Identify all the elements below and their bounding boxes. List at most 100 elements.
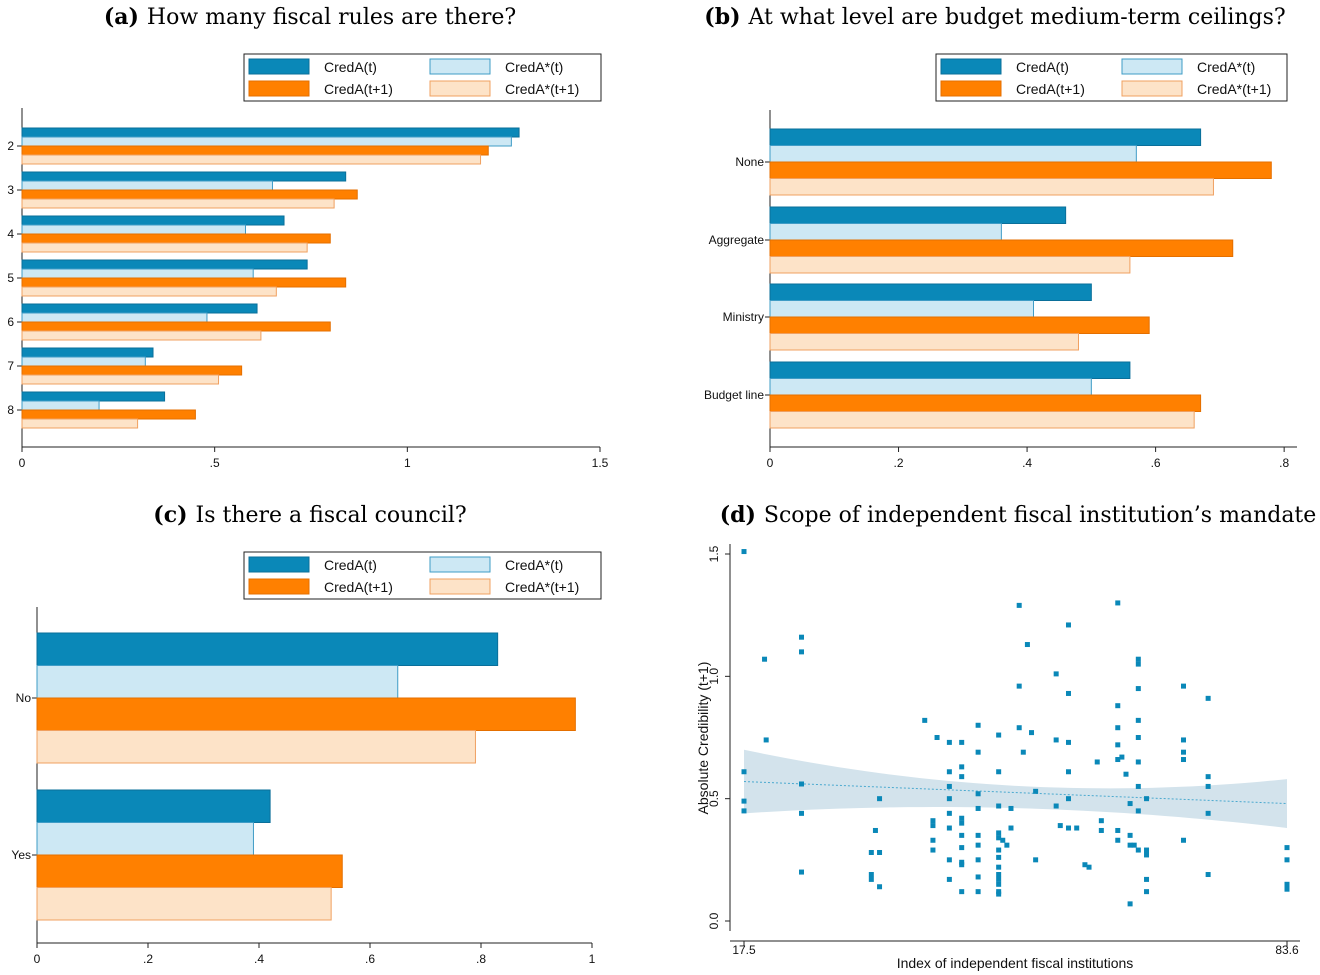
scatter-point: [1205, 872, 1211, 878]
scatter-point: [946, 810, 952, 816]
legend: CredA(t) CredA*(t) CredA(t+1) CredA*(t+1): [935, 53, 1288, 102]
bar-3-3: [21, 189, 358, 200]
x-tick-label: .6: [365, 952, 375, 966]
panel-caption: (a) How many fiscal rules are there?: [104, 4, 516, 30]
scatter-point: [1115, 837, 1121, 843]
scatter-point: [1065, 690, 1071, 696]
scatter-point: [922, 717, 928, 723]
scatter-point: [946, 796, 952, 802]
scatter-point: [1180, 749, 1186, 755]
scatter-point: [799, 781, 805, 787]
scatter-point: [799, 649, 805, 655]
x-axis-title: Index of independent fiscal institutions: [897, 955, 1134, 971]
scatter-point: [975, 842, 981, 848]
scatter-point: [975, 749, 981, 755]
scatter-point: [1144, 852, 1150, 858]
bar-3-6: [21, 321, 331, 332]
scatter-point: [1115, 703, 1121, 709]
category-label: 6: [7, 315, 14, 329]
scatter-point: [1065, 769, 1071, 775]
bar-2-budget-line: [769, 378, 1092, 396]
bar-4-2: [21, 154, 482, 165]
x-tick-label: 1: [589, 952, 596, 966]
scatter-point: [996, 864, 1002, 870]
bar-2-ministry: [769, 300, 1034, 318]
category-label: 4: [7, 227, 14, 241]
x-tick-label: 83.6: [1275, 943, 1299, 957]
legend-label: CredA*(t+1): [505, 81, 579, 97]
scatter-point: [996, 876, 1002, 882]
bar-2-4: [21, 224, 246, 235]
scatter-point: [946, 739, 952, 745]
panel-caption: (b) At what level are budget medium-term …: [704, 4, 1285, 30]
x-tick-label: 0: [19, 456, 26, 470]
scatter-point: [1074, 825, 1080, 831]
scatter-point: [1065, 796, 1071, 802]
scatter-point: [1033, 788, 1039, 794]
legend-label: CredA*(t): [505, 59, 563, 75]
scatter-point: [996, 872, 1002, 878]
caption-text: At what level are budget medium-term cei…: [747, 5, 1285, 30]
panel-caption: (c) Is there a fiscal council?: [153, 502, 466, 528]
scatter-point: [959, 764, 965, 770]
bar-2-7: [21, 356, 146, 367]
scatter-point: [959, 862, 965, 868]
category-label: Ministry: [723, 310, 764, 324]
bar-4-none: [769, 178, 1214, 196]
scatter-point: [1144, 876, 1150, 882]
bar-3-8: [21, 409, 196, 420]
scatter-point: [1008, 805, 1014, 811]
scatter-point: [1205, 774, 1211, 780]
scatter-point: [1180, 737, 1186, 743]
scatter-point: [868, 849, 874, 855]
legend-label: CredA*(t): [505, 557, 563, 573]
x-tick-label: .8: [1279, 456, 1289, 470]
legend-swatch: [940, 58, 1002, 75]
scatter-point: [1098, 818, 1104, 824]
scatter-point: [1057, 823, 1063, 829]
scatter-point: [1086, 864, 1092, 870]
scatter-point: [946, 825, 952, 831]
bar-1-2: [21, 127, 520, 138]
bar-2-8: [21, 400, 100, 411]
scatter-point: [1135, 686, 1141, 692]
bar-1-no: [36, 632, 499, 666]
scatter-point: [1115, 725, 1121, 731]
x-tick-label: .5: [210, 456, 220, 470]
legend-swatch: [1121, 58, 1183, 75]
bar-4-7: [21, 374, 220, 385]
legend-swatch: [1121, 80, 1183, 97]
scatter-point: [930, 823, 936, 829]
legend-swatch: [429, 80, 491, 97]
x-tick-label: .2: [894, 456, 904, 470]
scatter-point: [996, 769, 1002, 775]
x-tick-label: .2: [143, 952, 153, 966]
caption-letter: (a): [104, 4, 139, 30]
scatter-point: [975, 874, 981, 880]
legend-swatch: [248, 578, 310, 595]
scatter-point: [763, 737, 769, 743]
bar-1-6: [21, 303, 258, 314]
scatter-point: [1123, 771, 1129, 777]
legend-label: CredA(t+1): [324, 81, 393, 97]
legend-label: CredA*(t+1): [505, 579, 579, 595]
scatter-point: [1135, 783, 1141, 789]
scatter-point: [1135, 808, 1141, 814]
bar-4-budget-line: [769, 411, 1195, 429]
scatter-point: [930, 847, 936, 853]
bar-4-ministry: [769, 333, 1079, 351]
panel-d: (d) Scope of independent fiscal instituti…: [695, 502, 1316, 971]
scatter-point: [1135, 661, 1141, 667]
scatter-point: [1135, 656, 1141, 662]
scatter-point: [1284, 857, 1290, 863]
scatter-point: [1127, 832, 1133, 838]
bar-1-4: [21, 215, 285, 226]
scatter-point: [1020, 749, 1026, 755]
category-label: Yes: [11, 848, 31, 862]
y-tick-label: 0.5: [707, 790, 721, 807]
category-label: None: [735, 155, 764, 169]
bar-4-yes: [36, 887, 332, 921]
scatter-point: [996, 854, 1002, 860]
bar-1-5: [21, 259, 308, 270]
category-label: 3: [7, 183, 14, 197]
